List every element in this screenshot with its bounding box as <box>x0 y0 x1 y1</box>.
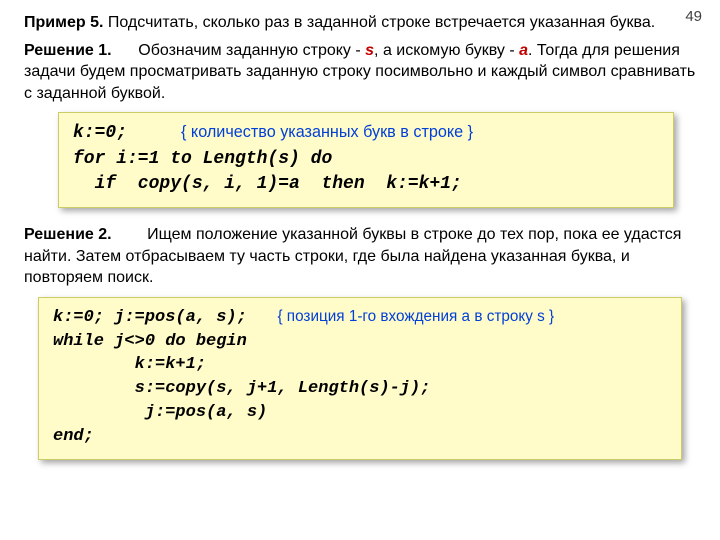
code2-line6: end; <box>53 425 667 449</box>
code2-line2: while j<>0 do begin <box>53 330 667 354</box>
page-number: 49 <box>685 8 702 25</box>
code1-line2: for i:=1 to Length(s) do <box>73 147 659 172</box>
code1-line1: k:=0; { количество указанных букв в стро… <box>73 121 659 146</box>
var-s: s <box>365 42 374 59</box>
code2-line4: s:=copy(s, j+1, Length(s)-j); <box>53 377 667 401</box>
example-label: Пример 5. <box>24 14 103 31</box>
code2-line5: j:=pos(a, s) <box>53 401 667 425</box>
solution1-mid: , а искомую букву - <box>374 42 519 59</box>
solution1-label: Решение 1. <box>24 42 112 59</box>
solution1-pre: Обозначим заданную строку - <box>138 42 365 59</box>
slide-content: Пример 5. Подсчитать, сколько раз в зада… <box>0 0 720 488</box>
code1-l1-code: k:=0; <box>73 123 127 143</box>
solution1-paragraph: Решение 1. Обозначим заданную строку - s… <box>24 40 696 105</box>
code2-line1: k:=0; j:=pos(a, s); { позиция 1-го вхожд… <box>53 306 667 330</box>
code2-l1-comment: { позиция 1-го вхождения a в строку s } <box>277 308 554 325</box>
code2-l1-code: k:=0; j:=pos(a, s); <box>53 308 247 327</box>
code2-line3: k:=k+1; <box>53 353 667 377</box>
code1-line3: if copy(s, i, 1)=a then k:=k+1; <box>73 172 659 197</box>
example-paragraph: Пример 5. Подсчитать, сколько раз в зада… <box>24 12 696 34</box>
code-block-2: k:=0; j:=pos(a, s); { позиция 1-го вхожд… <box>38 297 682 460</box>
code-block-1: k:=0; { количество указанных букв в стро… <box>58 112 674 208</box>
code1-l1-comment: { количество указанных букв в строке } <box>181 123 473 141</box>
solution2-paragraph: Решение 2. Ищем положение указанной букв… <box>24 224 696 289</box>
var-a: a <box>519 42 528 59</box>
solution2-label: Решение 2. <box>24 226 112 243</box>
solution2-text: Ищем положение указанной буквы в строке … <box>24 226 681 286</box>
example-task: Подсчитать, сколько раз в заданной строк… <box>108 14 655 31</box>
